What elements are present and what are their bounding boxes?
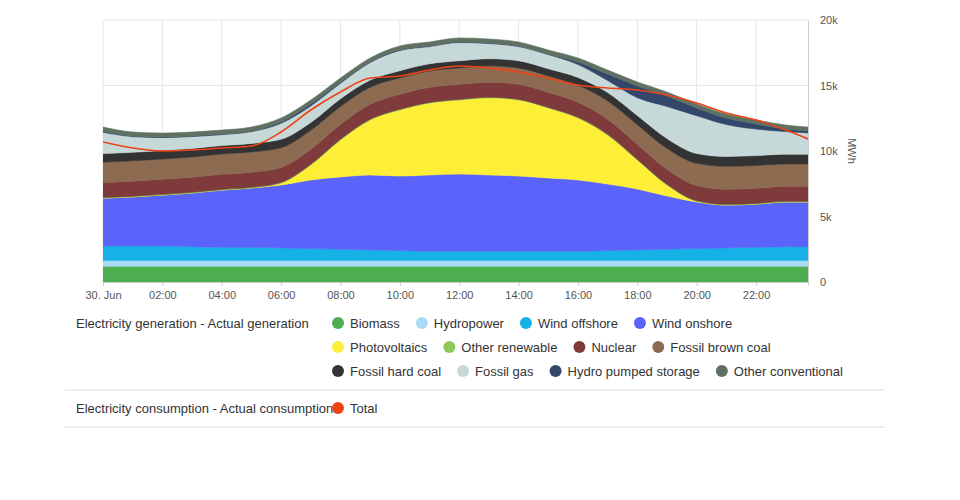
tick-mark bbox=[756, 282, 757, 286]
y-tick: 10k bbox=[808, 145, 838, 157]
legend-separator bbox=[65, 390, 885, 391]
x-tick: 10:00 bbox=[387, 282, 415, 301]
x-tick: 14:00 bbox=[505, 282, 533, 301]
y-axis: 0 5k 10k 15k 20k bbox=[808, 14, 838, 288]
legend-label: Total bbox=[350, 401, 378, 416]
x-tick: 06:00 bbox=[268, 282, 296, 301]
line bbox=[103, 66, 808, 151]
y-tick: 20k bbox=[808, 14, 838, 26]
y-tick: 5k bbox=[808, 211, 832, 223]
area bbox=[103, 43, 808, 157]
legend-swatch bbox=[457, 365, 469, 377]
tick-label: 15k bbox=[820, 80, 838, 92]
tick-label: 22:00 bbox=[743, 289, 771, 301]
legend-swatch bbox=[716, 365, 728, 377]
area bbox=[103, 266, 808, 282]
legend-swatch bbox=[332, 341, 344, 353]
legend-swatch bbox=[416, 317, 428, 329]
legend-label: Wind onshore bbox=[652, 316, 732, 331]
tick-label: 20:00 bbox=[683, 289, 711, 301]
plot-area bbox=[103, 38, 808, 282]
legend: Electricity generation - Actual generati… bbox=[65, 316, 885, 428]
legend-label: Hydropower bbox=[434, 316, 505, 331]
tick-label: 0 bbox=[820, 276, 826, 288]
area bbox=[103, 38, 808, 137]
legend-swatch bbox=[332, 317, 344, 329]
y-tick: 0 bbox=[808, 276, 826, 288]
tick-mark bbox=[103, 282, 104, 286]
tick-label: 10:00 bbox=[387, 289, 415, 301]
tick-mark bbox=[400, 282, 401, 286]
legend-group-title: Electricity generation - Actual generati… bbox=[76, 316, 309, 331]
x-tick: 30. Jun bbox=[85, 282, 121, 301]
x-tick: 12:00 bbox=[446, 282, 474, 301]
legend-swatch bbox=[634, 317, 646, 329]
tick-label: 02:00 bbox=[149, 289, 177, 301]
legend-swatch bbox=[332, 402, 344, 414]
y-tick: 15k bbox=[808, 80, 838, 92]
tick-mark bbox=[459, 282, 460, 286]
x-tick: 02:00 bbox=[149, 282, 177, 301]
tick-mark bbox=[637, 282, 638, 286]
tick-mark bbox=[340, 282, 341, 286]
legend-label: Nuclear bbox=[591, 340, 636, 355]
tick-label: 20k bbox=[820, 14, 838, 26]
tick-label: 06:00 bbox=[268, 289, 296, 301]
tick-label: 30. Jun bbox=[85, 289, 121, 301]
x-tick: 22:00 bbox=[743, 282, 771, 301]
x-tick: 04:00 bbox=[208, 282, 236, 301]
legend-label: Fossil hard coal bbox=[350, 364, 441, 379]
tick-label: 04:00 bbox=[208, 289, 236, 301]
tick-mark bbox=[222, 282, 223, 286]
x-tick: 20:00 bbox=[683, 282, 711, 301]
legend-label: Other conventional bbox=[734, 364, 843, 379]
legend-swatch bbox=[332, 365, 344, 377]
grid-line-y bbox=[103, 20, 808, 21]
legend-swatch bbox=[652, 341, 664, 353]
legend-label: Biomass bbox=[350, 316, 400, 331]
chart: 30. Jun 02:00 04:00 06:00 08:00 10:00 12:00 14:… bbox=[0, 0, 960, 500]
legend-swatch bbox=[520, 317, 532, 329]
axis-line bbox=[808, 21, 809, 283]
tick-mark bbox=[281, 282, 282, 286]
legend-label: Wind offshore bbox=[538, 316, 618, 331]
legend-separator bbox=[65, 427, 885, 428]
x-axis: 30. Jun 02:00 04:00 06:00 08:00 10:00 12:00 14:… bbox=[85, 282, 808, 301]
legend-swatch bbox=[550, 365, 562, 377]
tick-label: 08:00 bbox=[327, 289, 355, 301]
tick-mark bbox=[578, 282, 579, 286]
x-tick: 18:00 bbox=[624, 282, 652, 301]
tick-mark bbox=[519, 282, 520, 286]
legend-label: Other renewable bbox=[461, 340, 557, 355]
y-axis-title: MWh bbox=[846, 138, 858, 164]
legend-label: Hydro pumped storage bbox=[568, 364, 700, 379]
legend-group-title: Electricity consumption - Actual consump… bbox=[76, 401, 333, 416]
x-tick: 08:00 bbox=[327, 282, 355, 301]
grid bbox=[103, 20, 808, 282]
area bbox=[103, 42, 808, 138]
x-tick: 16:00 bbox=[565, 282, 593, 301]
tick-label: 14:00 bbox=[505, 289, 533, 301]
legend-swatch bbox=[443, 341, 455, 353]
tick-label: 12:00 bbox=[446, 289, 474, 301]
legend-label: Fossil gas bbox=[475, 364, 534, 379]
tick-label: 16:00 bbox=[565, 289, 593, 301]
axis-line bbox=[104, 283, 809, 287]
tick-mark bbox=[162, 282, 163, 286]
tick-label: 18:00 bbox=[624, 289, 652, 301]
legend-label: Fossil brown coal bbox=[670, 340, 771, 355]
tick-mark bbox=[697, 282, 698, 286]
area bbox=[103, 260, 808, 266]
legend-label: Photovoltaics bbox=[350, 340, 428, 355]
legend-swatch bbox=[573, 341, 585, 353]
tick-label: 5k bbox=[820, 211, 832, 223]
tick-label: 10k bbox=[820, 145, 838, 157]
